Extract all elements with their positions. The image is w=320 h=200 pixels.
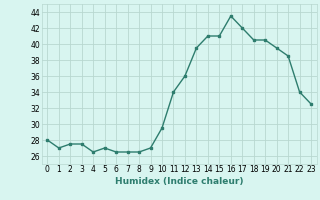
X-axis label: Humidex (Indice chaleur): Humidex (Indice chaleur) <box>115 177 244 186</box>
